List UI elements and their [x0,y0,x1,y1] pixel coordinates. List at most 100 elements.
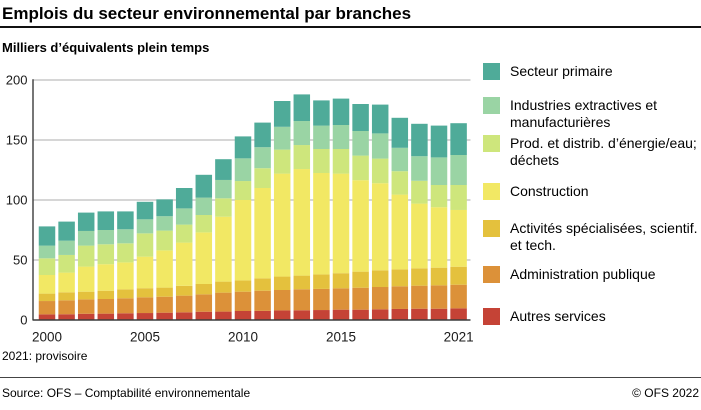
bar-2011-construction [254,188,271,279]
bar-2018-prod-et-distrib-d-nergie-eau-d-chets [391,171,409,195]
bar-2000-industries-extractives-et-manufacturi-res [38,245,56,259]
bar-2000-construction [38,275,56,294]
legend-label: Industries extractives et manufacturière… [510,97,658,130]
bar-2016-industries-extractives-et-manufacturi-res [352,131,369,156]
bar-2004-activit-s-sp-cialis-es-scientif-et-tech [117,289,134,299]
bar-2007-construction [175,242,193,286]
bar-2009-prod-et-distrib-d-nergie-eau-d-chets [215,198,232,217]
bar-2017-construction [371,183,389,271]
bar-2009-administration-publique [215,292,232,312]
bar-2010-construction [234,200,252,281]
bar-2019-secteur-primaire [411,123,428,157]
copyright-label: © OFS 2022 [632,386,699,400]
chart-legend: Secteur primaire Industries extractives e… [483,63,701,325]
bar-2014-prod-et-distrib-d-nergie-eau-d-chets [313,149,330,173]
bar-2008-prod-et-distrib-d-nergie-eau-d-chets [195,215,213,233]
bar-2013-prod-et-distrib-d-nergie-eau-d-chets [293,145,311,170]
legend-swatch [483,183,500,200]
bar-2002-autres-services [77,313,95,320]
legend-item: Construction [483,183,701,200]
bar-2012-secteur-primaire [273,101,291,127]
bar-2017-secteur-primaire [371,104,389,134]
bar-2010-autres-services [234,311,252,320]
bar-2018-construction [391,194,409,270]
bar-2015-secteur-primaire [332,98,350,125]
bar-2006-industries-extractives-et-manufacturi-res [156,216,173,231]
legend-item: Prod. et distrib. d’énergie/eau; déchets [483,135,701,169]
legend-label: Administration publique [510,266,656,282]
bar-2007-secteur-primaire [175,188,193,209]
bar-2004-secteur-primaire [117,211,134,230]
bar-2011-administration-publique [254,290,271,311]
bar-2001-secteur-primaire [58,221,75,241]
x-tick-label: 2005 [130,330,160,345]
bar-2018-activit-s-sp-cialis-es-scientif-et-tech [391,269,409,287]
bar-2002-construction [77,266,95,292]
bar-2017-administration-publique [371,287,389,310]
legend-label: Prod. et distrib. d’énergie/eau; déchets [510,135,697,168]
bar-2004-autres-services [117,313,134,320]
bar-2003-administration-publique [97,299,115,314]
bar-2010-industries-extractives-et-manufacturi-res [234,158,252,182]
bar-2014-industries-extractives-et-manufacturi-res [313,125,330,149]
bar-2021-autres-services [450,308,467,320]
bar-2008-industries-extractives-et-manufacturi-res [195,197,213,215]
bar-2002-secteur-primaire [77,212,95,231]
bar-2007-administration-publique [175,295,193,313]
bar-2013-industries-extractives-et-manufacturi-res [293,121,311,146]
bar-2003-secteur-primaire [97,211,115,230]
legend-label: Secteur primaire [510,63,613,79]
title-divider [0,26,701,28]
bar-2011-industries-extractives-et-manufacturi-res [254,147,271,169]
bar-2000-autres-services [38,314,56,320]
bar-2002-administration-publique [77,299,95,314]
bar-2019-autres-services [411,308,428,320]
bar-2002-prod-et-distrib-d-nergie-eau-d-chets [77,245,95,267]
bar-2014-autres-services [313,310,330,320]
bar-2001-construction [58,272,75,293]
footnote: 2021: provisoire [2,349,88,363]
bar-2003-autres-services [97,313,115,320]
bar-2005-prod-et-distrib-d-nergie-eau-d-chets [136,233,154,257]
bar-2015-construction [332,173,350,274]
bar-2006-autres-services [156,312,173,320]
bar-2012-industries-extractives-et-manufacturi-res [273,126,291,150]
bar-2020-secteur-primaire [430,125,448,158]
legend-item: Activités spécialisées, scientif. et tec… [483,220,701,254]
bar-2015-prod-et-distrib-d-nergie-eau-d-chets [332,149,350,174]
bar-2016-autres-services [352,309,369,320]
legend-label: Construction [510,183,589,199]
bar-2010-administration-publique [234,291,252,311]
y-tick-label: 50 [13,253,27,268]
bar-2010-prod-et-distrib-d-nergie-eau-d-chets [234,181,252,200]
bar-2014-administration-publique [313,288,330,311]
bar-2005-industries-extractives-et-manufacturi-res [136,219,154,234]
y-tick-label: 150 [6,133,28,148]
legend-item: Secteur primaire [483,63,701,80]
bar-2014-construction [313,173,330,275]
source-label: Source: OFS – Comptabilité environnement… [2,386,251,400]
footer-divider [0,377,701,378]
legend-swatch [483,220,500,237]
bar-2005-secteur-primaire [136,201,154,220]
legend-swatch [483,266,500,283]
stacked-bar-chart: 0 50 100 150 200 2000 2005 2010 2015 2021 [6,73,474,345]
legend-swatch [483,63,500,80]
bar-2011-activit-s-sp-cialis-es-scientif-et-tech [254,278,271,291]
bar-2020-autres-services [430,308,448,320]
legend-item: Autres services [483,308,701,325]
bar-2009-secteur-primaire [215,159,232,180]
bar-2010-activit-s-sp-cialis-es-scientif-et-tech [234,280,252,292]
bar-2004-industries-extractives-et-manufacturi-res [117,229,134,244]
bar-2004-construction [117,262,134,290]
bar-2013-activit-s-sp-cialis-es-scientif-et-tech [293,275,311,290]
bar-2012-construction [273,173,291,277]
bar-2009-industries-extractives-et-manufacturi-res [215,179,232,199]
bar-2001-industries-extractives-et-manufacturi-res [58,240,75,255]
bar-2018-industries-extractives-et-manufacturi-res [391,147,409,172]
bar-2006-administration-publique [156,296,173,313]
bar-2001-activit-s-sp-cialis-es-scientif-et-tech [58,292,75,301]
legend-item: Administration publique [483,266,701,283]
bar-2008-construction [195,232,213,284]
